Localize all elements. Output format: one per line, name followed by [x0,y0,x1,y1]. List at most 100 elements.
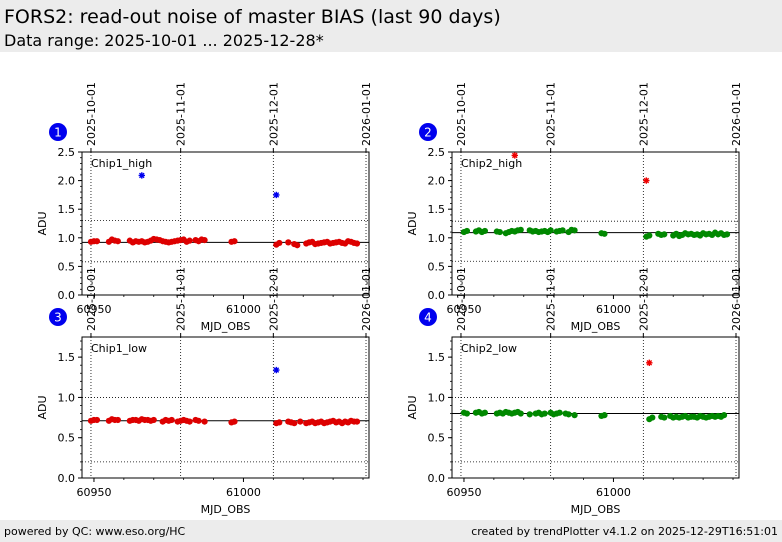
chart3-y-tick-label: 0.5 [58,432,76,445]
chart3-data-point [231,418,238,425]
chart1-data-point [276,239,283,247]
chart1-y-tick-label: 0.5 [58,260,76,273]
chart1-x-tick-label: 60950 [76,303,111,316]
chart1-data-point [93,238,101,245]
chart4-y-tick-label: 1.0 [428,391,446,404]
chart2-data-point [517,226,524,233]
chart4-badge-number: 4 [424,311,432,325]
chart1-date-tick-label: 2025-11-01 [175,82,188,146]
chart4-data-point [571,412,578,419]
chart2-y-tick-label: 2.0 [428,175,446,188]
chart3-panel-label: Chip1_low [91,342,147,355]
chart1-badge-circle [49,123,67,141]
chart3-date-tick-label: 2026-01-01 [360,267,373,331]
chart1-y-tick-label: 0.0 [58,289,76,302]
chart1-y-tick-label: 2.0 [58,175,76,188]
footer-created-by: created by trendPlotter v4.1.2 on 2025-1… [471,525,778,538]
chart1-y-tick-label: 2.5 [58,146,76,159]
chart4-date-tick-label: 2026-01-01 [730,267,743,331]
chart2-badge-number: 2 [424,126,432,140]
chart3-data-point [353,418,361,425]
chart4-panel-label: Chip2_low [461,342,517,355]
chart4-y-axis-label: ADU [406,395,419,419]
chart3-plot-area [81,336,370,479]
chart3-y-tick-label: 1.0 [58,391,76,404]
chart2-y-tick-label: 2.5 [428,146,446,159]
chart4-badge-circle [419,308,437,326]
chart1-data-point [231,238,238,245]
footer-bar [0,520,782,542]
chart2-data-point [559,227,566,234]
chart4-y-tick-label: 0.5 [428,432,446,445]
chart3-x-tick-label: 60950 [76,486,111,499]
chart3-data-point [195,417,202,424]
chart1-date-tick-label: 2026-01-01 [360,82,373,146]
chart2-x-tick-label: 60950 [446,303,481,316]
chart3-data-point [93,416,101,424]
chart2-data-point [547,227,554,234]
chart4-data-point [601,412,608,419]
chart1-outlier-point [273,191,280,199]
chart2-y-axis-label: ADU [406,211,419,235]
chart2-panel-label: Chip2_high [461,157,522,170]
chart1-data-point [186,237,193,244]
chart1-date-tick-label: 2025-12-01 [267,82,280,146]
chart3-y-tick-label: 1.5 [58,351,76,364]
chart3-badge-circle [49,308,67,326]
chart3-data-point [276,419,283,426]
chart4-data-point [565,411,572,418]
header-bar [0,0,782,52]
chart4-data-point [517,410,524,417]
chart3-y-axis-label: ADU [36,395,49,419]
chart3-x-tick-label: 61000 [226,486,261,499]
chart1-y-tick-label: 1.5 [58,203,76,216]
chart2-data-point [463,227,471,235]
chart4-data-point [556,409,563,416]
chart1-plot-area [81,151,370,296]
chart1-data-point [201,236,208,244]
chart2-y-tick-label: 1.5 [428,203,446,216]
footer-powered-by: powered by QC: www.eso.org/HC [4,525,186,538]
chart1-x-tick-label: 61000 [226,303,261,316]
chart4-x-axis-label: MJD_OBS [571,503,621,516]
chart4-date-tick-label: 2025-12-01 [637,267,650,331]
chart2-plot-area [451,151,740,296]
chart2-date-tick-label: 2025-10-01 [455,82,468,146]
chart1-data-point [285,239,292,246]
chart1-data-point [114,238,121,245]
chart2-data-point [723,231,731,238]
chart2-data-point [571,227,578,234]
chart1-y-axis-label: ADU [36,211,49,235]
chart3-data-point [291,420,298,427]
chart2-outlier-point [511,152,518,159]
chart3-badge-number: 3 [54,311,62,325]
chart2-data-point [646,232,653,239]
chart1-panel-label: Chip1_high [91,157,152,170]
chart2-data-point [496,228,503,236]
chart4-y-tick-label: 1.5 [428,351,446,364]
chart1-badge-number: 1 [54,126,62,140]
chart4-y-tick-label: 0.0 [428,472,446,485]
chart4-x-tick-label: 61000 [596,486,631,499]
chart4-data-point [526,411,533,418]
chart3-y-tick-label: 0.0 [58,472,76,485]
chart4-plot-area [451,336,740,479]
chart2-y-tick-label: 1.0 [428,232,446,245]
chart3-data-point [186,418,193,425]
chart3-outlier-point [273,366,280,374]
chart2-date-tick-label: 2026-01-01 [730,82,743,146]
chart2-date-tick-label: 2025-12-01 [637,82,650,146]
chart2-y-tick-label: 0.5 [428,260,446,273]
data-range-subtitle: Data range: 2025-10-01 ... 2025-12-28* [4,31,324,50]
chart4-date-tick-label: 2025-10-01 [455,267,468,331]
chart2-date-tick-label: 2025-11-01 [545,82,558,146]
chart4-data-point [661,414,668,421]
chart3-data-point [297,418,304,425]
chart4-date-tick-label: 2025-11-01 [545,267,558,331]
chart2-outlier-point [643,177,650,184]
chart3-data-point [201,418,208,425]
chart2-x-axis-label: MJD_OBS [571,320,621,333]
chart4-data-point [649,414,656,421]
chart1-data-point [353,240,361,247]
